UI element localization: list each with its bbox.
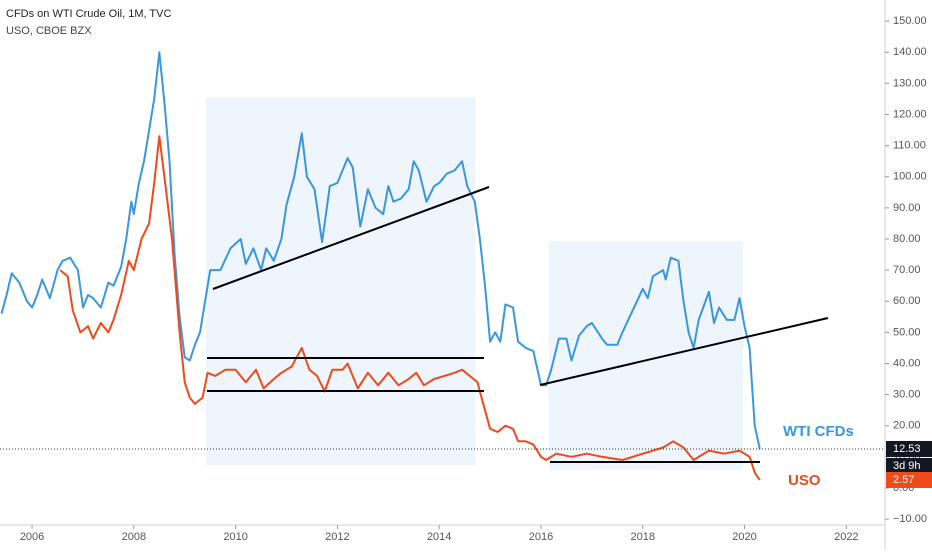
trend-line bbox=[212, 186, 490, 290]
y-tick-label: 100.00 bbox=[893, 171, 927, 183]
y-tick-label: 70.00 bbox=[893, 264, 921, 276]
price-tag bbox=[886, 440, 932, 457]
price-tag-label: 12.53 bbox=[893, 443, 921, 455]
trend-lines bbox=[207, 186, 829, 463]
y-tick-label: 50.00 bbox=[893, 326, 921, 338]
y-tick-label: 110.00 bbox=[893, 140, 926, 152]
y-tick-label: 120.00 bbox=[893, 108, 927, 120]
y-tick-label: 140.00 bbox=[893, 46, 927, 58]
series-layer bbox=[0, 51, 761, 481]
y-tick-label: 150.00 bbox=[893, 15, 927, 27]
x-tick-label: 2014 bbox=[427, 531, 451, 543]
price-tag-label: 2.57 bbox=[893, 474, 914, 486]
y-tick-label: 60.00 bbox=[893, 295, 921, 307]
trend-line bbox=[539, 317, 829, 386]
legend-label: WTI CFDs bbox=[783, 423, 854, 440]
y-tick-label: −10.00 bbox=[893, 513, 927, 525]
legend-label: USO bbox=[788, 472, 821, 489]
x-tick-label: 2020 bbox=[732, 531, 756, 543]
x-tick-label: 2018 bbox=[631, 531, 655, 543]
series-line bbox=[0, 51, 761, 450]
highlight-zone bbox=[549, 241, 743, 470]
x-tick-label: 2010 bbox=[223, 531, 247, 543]
y-tick-label: 30.00 bbox=[893, 389, 921, 401]
y-tick-label: 130.00 bbox=[893, 77, 927, 89]
x-tick-label: 2012 bbox=[325, 531, 349, 543]
highlight-zone bbox=[206, 97, 475, 465]
y-tick-label: 80.00 bbox=[893, 233, 921, 245]
countdown-tag bbox=[886, 457, 932, 474]
y-tick-label: 90.00 bbox=[893, 202, 921, 214]
y-tick-label: 20.00 bbox=[893, 420, 921, 432]
x-tick-label: 2008 bbox=[122, 531, 146, 543]
chart-title: CFDs on WTI Crude Oil, 1M, TVC bbox=[6, 8, 171, 20]
x-tick-label: 2022 bbox=[834, 531, 858, 543]
price-tag bbox=[886, 471, 932, 488]
countdown-label: 3d 9h bbox=[893, 460, 921, 472]
x-tick-label: 2006 bbox=[20, 531, 44, 543]
y-tick-label: 40.00 bbox=[893, 357, 921, 369]
x-tick-label: 2016 bbox=[529, 531, 553, 543]
chart-subtitle: USO, CBOE BZX bbox=[6, 25, 92, 37]
series-line bbox=[59, 135, 761, 481]
